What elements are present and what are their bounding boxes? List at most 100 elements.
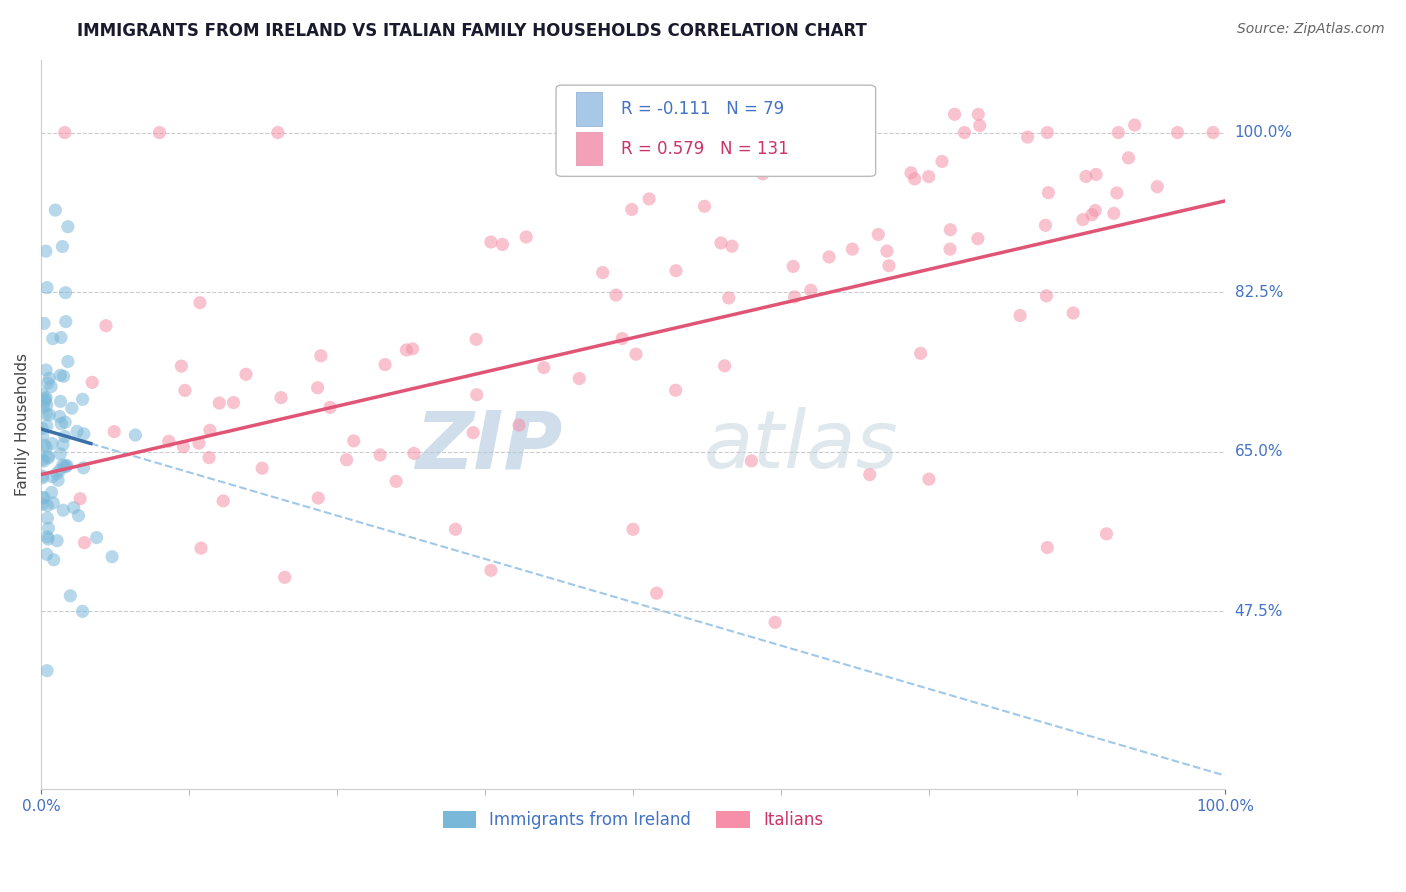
Point [270, 391, 292, 405]
Point [763, 126, 786, 140]
Point [515, 230, 537, 244]
Point [624, 347, 647, 361]
Point [491, 237, 513, 252]
Point [931, 154, 953, 169]
Point [319, 401, 342, 415]
Point [1062, 306, 1084, 320]
Point [1146, 179, 1168, 194]
Point [1095, 526, 1118, 541]
Point [157, 434, 180, 449]
Point [939, 223, 962, 237]
Text: 82.5%: 82.5% [1234, 285, 1282, 300]
Point [41, 436, 63, 450]
Point [1084, 203, 1107, 218]
Point [818, 250, 841, 264]
Point [46, 473, 69, 487]
Point [967, 232, 990, 246]
Point [35, 244, 58, 259]
Point [52, 437, 75, 451]
Point [402, 446, 425, 460]
Point [1118, 151, 1140, 165]
Point [37, 530, 59, 544]
Point [35, 398, 58, 412]
Point [32, 400, 55, 414]
Point [783, 290, 806, 304]
Point [35, 418, 58, 433]
Point [713, 359, 735, 373]
Point [693, 199, 716, 213]
Point [463, 425, 485, 440]
Point [72, 460, 94, 475]
Point [368, 448, 391, 462]
Point [44, 203, 66, 218]
Point [465, 332, 488, 346]
Point [1035, 219, 1057, 233]
Point [740, 454, 762, 468]
Point [665, 383, 688, 397]
Point [967, 107, 990, 121]
Point [32, 316, 55, 330]
Text: 47.5%: 47.5% [1234, 604, 1282, 619]
Point [148, 126, 170, 140]
Point [187, 436, 209, 450]
Point [37, 450, 59, 464]
Point [1074, 169, 1097, 184]
Point [59, 589, 82, 603]
Point [101, 549, 124, 564]
Point [1107, 126, 1129, 140]
Point [56, 458, 79, 473]
Point [385, 475, 408, 489]
Point [39, 379, 62, 393]
Point [37, 511, 59, 525]
Point [782, 260, 804, 274]
Text: IMMIGRANTS FROM IRELAND VS ITALIAN FAMILY HOUSEHOLDS CORRELATION CHART: IMMIGRANTS FROM IRELAND VS ITALIAN FAMIL… [77, 22, 868, 40]
Point [49, 447, 72, 461]
Point [49, 368, 72, 383]
Point [55, 459, 77, 474]
Point [621, 522, 644, 536]
Point [174, 384, 197, 398]
Point [53, 126, 76, 140]
Point [31, 421, 53, 435]
Point [42, 332, 65, 346]
Point [444, 522, 467, 536]
Point [665, 264, 688, 278]
Point [56, 219, 79, 234]
Point [31, 491, 53, 505]
Point [42, 496, 65, 510]
Point [48, 463, 70, 477]
Point [1085, 168, 1108, 182]
Point [800, 283, 823, 297]
Y-axis label: Family Households: Family Households [15, 353, 30, 496]
Point [34, 394, 56, 409]
Point [52, 458, 75, 472]
Point [1035, 289, 1057, 303]
Point [46, 533, 69, 548]
Point [32, 454, 55, 468]
Point [55, 315, 77, 329]
Point [198, 423, 221, 437]
Text: 65.0%: 65.0% [1234, 444, 1284, 459]
Point [1105, 186, 1128, 200]
Point [31, 497, 53, 511]
Point [53, 415, 76, 429]
Point [681, 126, 703, 140]
Point [1010, 309, 1032, 323]
Point [638, 192, 661, 206]
Point [35, 440, 58, 454]
Point [86, 531, 108, 545]
Point [605, 288, 627, 302]
Point [969, 119, 991, 133]
Point [343, 434, 366, 448]
Point [335, 452, 357, 467]
Point [37, 376, 59, 390]
Point [69, 491, 91, 506]
Point [34, 392, 56, 406]
Point [1123, 118, 1146, 132]
Point [1017, 130, 1039, 145]
Point [620, 202, 643, 217]
Point [645, 586, 668, 600]
Point [222, 395, 245, 409]
Point [49, 330, 72, 344]
Point [1166, 126, 1188, 140]
